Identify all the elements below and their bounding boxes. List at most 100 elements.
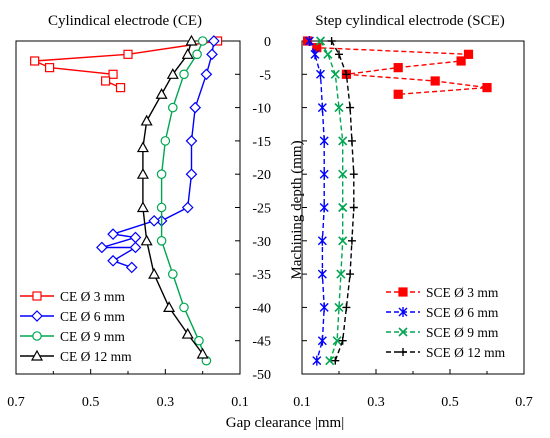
chart-title-sce: Step cylindical electrode (SCE) [315, 13, 505, 29]
ce-data-point [148, 267, 161, 279]
ce-data-point [181, 327, 194, 339]
ce-data-point [155, 88, 168, 99]
sce-data-point [349, 203, 358, 212]
ce-data-point [206, 48, 218, 61]
sce-data-point [332, 336, 342, 346]
sce-data-point [338, 236, 348, 246]
ce-data-point [160, 136, 171, 146]
sce-data-point [325, 356, 335, 366]
sce-data-point [304, 36, 314, 46]
sce-data-point [456, 56, 466, 66]
ce-data-point [136, 141, 149, 153]
ce-data-point [197, 36, 208, 46]
y-axis-ticks: 0 -5 -10 -15 -20 -25 -30 -35 -40 -45 -50 [252, 35, 271, 383]
sce-x-tick-label: 0.5 [441, 395, 459, 410]
sce-data-point [338, 136, 348, 146]
ce-data-point [185, 34, 198, 46]
ce-data-point [108, 69, 118, 79]
sce-data-point [334, 302, 344, 312]
sce-data-point [319, 135, 329, 146]
sce-data-point [342, 70, 351, 79]
sce-data-point [312, 355, 322, 366]
sce-data-point [393, 63, 403, 73]
sce-data-point [334, 103, 344, 113]
ce-data-point [136, 201, 149, 213]
sce-legend-marker [399, 348, 407, 356]
sce-data-point [330, 69, 340, 79]
sce-data-point [336, 269, 346, 279]
ce-data-point [196, 347, 209, 359]
sce-legend-marker [398, 307, 408, 317]
sce-data-point [393, 89, 403, 99]
y-axis-label: Machining depth (mm) [289, 140, 305, 279]
y-tick-label: -20 [252, 168, 271, 183]
sce-data-point [346, 270, 355, 279]
y-tick-label: -45 [252, 335, 271, 350]
sce-data-point [317, 102, 327, 113]
sce-data-point [331, 356, 340, 365]
sce-data-point [342, 303, 351, 312]
sce-data-point [315, 36, 326, 46]
ce-series-line-2 [160, 40, 208, 361]
sce-data-point [317, 235, 327, 246]
sce-data-point [349, 170, 358, 179]
sce-x-tick-label: 0.7 [515, 395, 533, 410]
plot-panel-ce: 0.7 0.5 0.3 0.1 CE Ø 3 mm CE Ø 6 mm CE Ø 9 mm C… [7, 34, 249, 410]
sce-data-point [347, 236, 356, 245]
ce-data-point [100, 76, 111, 86]
ce-data-point [200, 68, 213, 81]
sce-data-point [302, 36, 313, 46]
sce-data-point [430, 76, 440, 86]
sce-x-tick-label: 0.1 [293, 395, 311, 410]
ce-legend-label: CE Ø 3 mm [60, 289, 125, 304]
sce-data-point [338, 336, 347, 345]
ce-data-point [107, 228, 119, 240]
ce-data-point [163, 301, 176, 312]
ce-legend-label: CE Ø 6 mm [60, 309, 125, 324]
ce-legend-marker [32, 291, 42, 301]
ce-data-point [208, 35, 220, 47]
sce-series-line-1 [308, 40, 325, 361]
sce-legend-label: SCE Ø 6 mm [426, 305, 499, 320]
ce-legend-label: CE Ø 9 mm [60, 329, 125, 344]
ce-data-point [125, 261, 138, 274]
ce-legend-marker [30, 349, 44, 361]
sce-data-point [327, 37, 336, 45]
sce-data-point [317, 269, 327, 280]
ce-data-point [189, 101, 202, 114]
sce-data-point [319, 202, 329, 213]
x-axis-label: Gap clearance |mm| [226, 415, 344, 431]
sce-legend-marker [398, 287, 408, 297]
ce-data-point [179, 69, 189, 80]
ce-data-point [194, 335, 204, 346]
ce-data-point [115, 83, 126, 93]
ce-data-point [129, 231, 142, 244]
sce-legend-label: SCE Ø 12 mm [426, 345, 506, 360]
sce-series-line-2 [319, 40, 344, 361]
sce-data-point [482, 83, 492, 93]
ce-data-point [168, 102, 178, 113]
sce-data-point [347, 136, 356, 145]
ce-data-point [181, 48, 194, 59]
ce-data-point [156, 236, 167, 246]
sce-x-tick-label: 0.3 [367, 395, 385, 410]
ce-legend-label: CE Ø 12 mm [60, 349, 132, 364]
sce-series-line-3 [330, 40, 355, 361]
ce-data-point [107, 254, 119, 267]
ce-data-point [140, 234, 153, 246]
ce-data-point [30, 56, 40, 66]
ce-x-tick-label: 0.7 [7, 395, 25, 410]
y-tick-label: -40 [252, 301, 271, 316]
sce-data-point [317, 335, 327, 346]
ce-data-point [136, 167, 149, 179]
ce-data-point [185, 135, 198, 147]
sce-data-point [319, 302, 329, 313]
sce-data-point [310, 49, 320, 60]
sce-data-point [338, 169, 348, 179]
sce-data-point [346, 103, 355, 112]
plot-panel-sce: 0.1 0.3 0.5 0.7 SCE Ø 3 mm SCE Ø 6 mm SCE Ø 9 … [293, 36, 533, 410]
y-tick-label: -15 [252, 135, 271, 150]
ce-data-point [148, 214, 160, 227]
ce-legend-marker [32, 331, 42, 341]
